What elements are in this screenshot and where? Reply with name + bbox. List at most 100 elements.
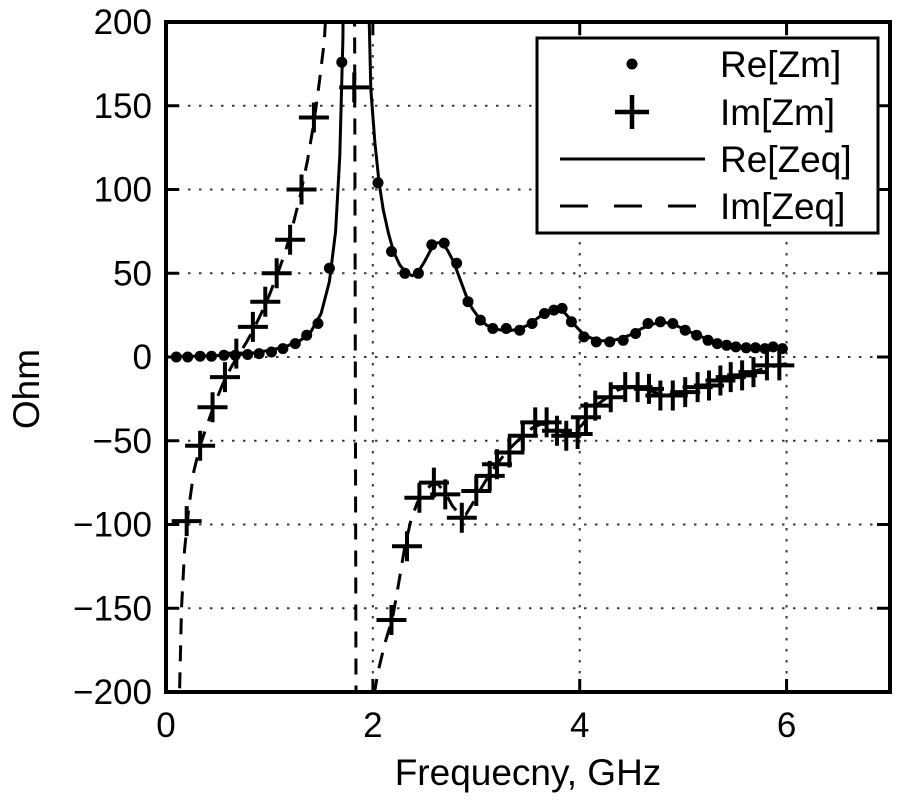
legend-label: Re[Zeq]	[720, 139, 852, 180]
y-tick-label: −100	[73, 506, 152, 545]
plus-marker	[171, 506, 202, 537]
axis-ticks	[164, 20, 890, 694]
dot-marker	[474, 314, 486, 326]
dot-marker	[514, 324, 526, 336]
plus-marker	[237, 311, 268, 342]
plus-marker	[430, 479, 461, 510]
dot-marker	[556, 302, 568, 314]
dot-marker	[750, 342, 761, 354]
plus-marker	[461, 476, 492, 506]
dot-marker	[438, 237, 450, 249]
x-tick-label: 0	[156, 706, 175, 745]
dot-marker	[386, 246, 397, 257]
y-axis-title: Ohm	[6, 348, 47, 430]
dot-marker	[539, 308, 550, 319]
dot-marker	[565, 316, 577, 328]
plus-marker	[298, 102, 329, 133]
plus-marker	[376, 604, 407, 635]
plus-marker	[562, 419, 593, 450]
x-tick-label: 6	[777, 706, 796, 745]
tick-labels: −200 −150 −100 −50 0 50 100 150 200 0 2 4 6	[73, 3, 796, 745]
dot-marker	[412, 267, 424, 279]
legend-entry-Im[Zeq]: Im[Zeq]	[560, 186, 845, 227]
dot-marker	[266, 346, 277, 358]
legend: Re[Zm] Im[Zm] Re[Zeq] Im[Zeq]	[535, 36, 880, 235]
dot-marker	[500, 323, 512, 334]
dot-marker	[578, 331, 590, 343]
dot-marker	[206, 350, 217, 362]
y-tick-label: −200	[73, 673, 152, 712]
dot-marker	[323, 262, 335, 274]
dot-marker	[462, 296, 474, 308]
plus-marker	[221, 338, 252, 369]
dot-marker	[372, 177, 384, 189]
dot-marker	[194, 350, 206, 362]
legend-dot-sample	[626, 58, 638, 70]
dot-marker	[289, 338, 301, 350]
x-tick-label: 4	[570, 706, 589, 745]
dot-marker	[399, 267, 411, 279]
dot-marker	[451, 257, 463, 269]
dot-marker	[487, 323, 499, 334]
x-tick-label: 2	[363, 706, 382, 745]
legend-label: Re[Zm]	[720, 44, 841, 85]
plus-marker	[494, 437, 525, 468]
plus-marker	[580, 390, 611, 421]
plus-marker	[738, 357, 769, 388]
dot-marker	[336, 56, 348, 68]
dot-marker	[301, 329, 313, 341]
plus-marker	[670, 377, 701, 408]
plus-marker	[446, 502, 477, 533]
y-tick-label: 200	[94, 3, 152, 42]
dot-marker	[253, 348, 265, 360]
legend-entry-Re[Zm]: Re[Zm]	[626, 44, 841, 85]
dot-marker	[711, 338, 723, 350]
dot-marker	[730, 341, 742, 353]
dot-marker	[312, 318, 324, 329]
plus-marker	[275, 224, 306, 255]
dot-marker	[767, 341, 779, 353]
plus-marker	[286, 174, 317, 205]
plus-marker	[391, 531, 422, 562]
dot-marker	[617, 334, 629, 346]
dot-marker	[642, 318, 654, 329]
dot-marker	[526, 318, 538, 329]
y-tick-label: 0	[133, 338, 152, 377]
dot-marker	[548, 304, 560, 316]
data-markers	[170, 56, 795, 635]
dot-marker	[721, 339, 733, 351]
legend-box	[535, 36, 880, 235]
y-tick-label: 100	[94, 171, 152, 210]
plus-marker	[657, 380, 688, 411]
dot-marker	[702, 334, 714, 346]
x-axis-title: Frequecny, GHz	[394, 752, 662, 793]
plus-marker	[261, 258, 292, 289]
legend-entry-Im[Zm]: Im[Zm]	[615, 92, 835, 133]
y-tick-label: 50	[113, 254, 152, 293]
plus-marker	[764, 350, 795, 381]
plus-marker	[615, 95, 649, 129]
dot-marker	[604, 336, 616, 348]
y-tick-label: −150	[73, 589, 152, 628]
plus-marker	[185, 430, 216, 461]
dot-marker	[630, 328, 642, 339]
legend-label: Im[Zeq]	[720, 186, 845, 227]
dot-marker	[667, 318, 679, 329]
dot-marker	[679, 324, 691, 336]
plus-marker	[250, 286, 281, 317]
dot-marker	[654, 316, 666, 328]
plus-marker	[404, 482, 435, 513]
y-tick-label: 150	[94, 87, 152, 126]
y-tick-label: −50	[93, 422, 152, 461]
dot-marker	[740, 342, 752, 354]
legend-label: Im[Zm]	[720, 92, 835, 133]
legend-entry-Re[Zeq]: Re[Zeq]	[560, 139, 852, 180]
plus-marker	[197, 392, 228, 423]
dot-marker	[277, 343, 289, 355]
dot-marker	[691, 329, 703, 341]
dot-marker	[426, 239, 438, 251]
plus-marker	[507, 420, 538, 451]
dot-marker	[590, 336, 602, 348]
